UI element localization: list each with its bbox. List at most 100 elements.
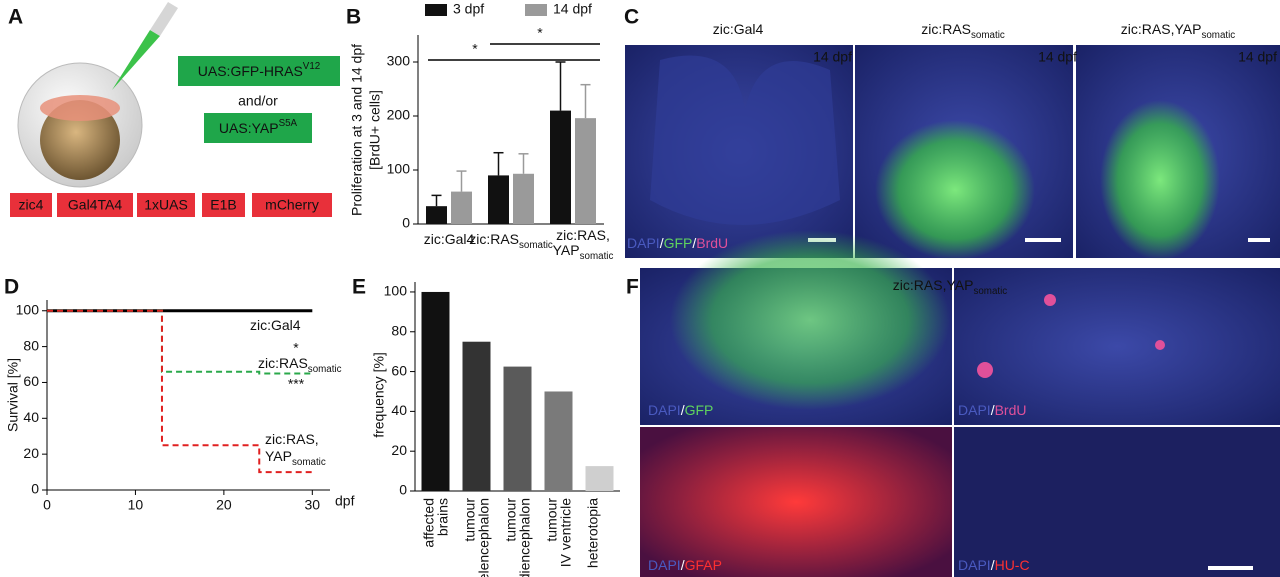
text-part: / xyxy=(991,402,995,418)
y-tick-label: 100 xyxy=(387,161,411,177)
legend-label: 14 dpf xyxy=(553,1,592,17)
image-title: zic:RAS,YAPsomatic xyxy=(893,277,1008,297)
text-part: zic:RAS,YAP xyxy=(893,277,974,293)
x-tick-label: zic:Gal4 xyxy=(424,231,475,247)
text-part: zic:RAS,YAP xyxy=(1121,21,1202,37)
text-part: zic:RAS xyxy=(258,355,308,371)
element-box xyxy=(137,193,195,217)
stain-label: DAPI/GFP xyxy=(648,402,713,418)
bar xyxy=(451,191,472,224)
series-label: zic:RASsomatic xyxy=(258,355,342,375)
x-tick-label: zic:RAS, YAPsomatic xyxy=(553,227,614,262)
stain-label: DAPI/BrdU xyxy=(958,402,1026,418)
construct-label: UAS:YAPS5A xyxy=(219,118,298,136)
x-axis-label: dpf xyxy=(335,493,355,509)
text-part: DAPI xyxy=(958,402,991,418)
panel-label: F xyxy=(626,276,639,299)
y-tick-label: 40 xyxy=(391,402,407,418)
text-part: zic:Gal4 xyxy=(250,317,301,333)
text-part: UAS:GFP-HRAS xyxy=(198,63,303,79)
text-part: S5A xyxy=(279,118,298,129)
text-part: HU-C xyxy=(995,557,1030,573)
image-title: zic:Gal4 xyxy=(713,21,764,37)
y-axis-label: frequency [%] xyxy=(371,352,387,438)
significance-label: * xyxy=(472,41,478,57)
text-part: DAPI xyxy=(958,557,991,573)
stage-label: 14 dpf xyxy=(1238,49,1277,65)
y-tick-label: 80 xyxy=(23,337,39,353)
x-tick-label: 0 xyxy=(43,497,51,513)
text-part: somatic xyxy=(292,457,326,468)
text-part: somatic xyxy=(1201,30,1235,41)
element-label: mCherry xyxy=(265,197,319,213)
stage-label: 14 dpf xyxy=(1038,49,1077,65)
text-part: zic:RAS xyxy=(921,21,971,37)
bar xyxy=(544,391,573,491)
y-tick-label: 20 xyxy=(23,445,39,461)
text-part: GFP xyxy=(664,235,693,251)
text-part: tumour xyxy=(502,498,518,542)
text-part: zic:RAS, xyxy=(556,227,610,243)
y-tick-label: 60 xyxy=(391,362,407,378)
construct-label: and/or xyxy=(238,93,278,109)
legend-swatch xyxy=(425,4,447,16)
stain-label: DAPI/GFAP xyxy=(648,557,722,573)
x-tick-label: tumourIV ventricle xyxy=(543,498,573,568)
text-part: somatic xyxy=(973,286,1007,297)
text-part: BrdU xyxy=(995,402,1027,418)
element-box xyxy=(202,193,245,217)
bar xyxy=(585,466,614,491)
y-tick-label: 100 xyxy=(384,283,408,299)
y-tick-label: 0 xyxy=(31,481,39,497)
text-part: diencephalon xyxy=(516,498,532,577)
text-part: tumour xyxy=(543,498,559,542)
text-part: tumour xyxy=(461,498,477,542)
stain-label: DAPI/GFP/BrdU xyxy=(627,235,728,251)
text-part: / xyxy=(692,235,696,251)
stain-label: DAPI/HU-C xyxy=(958,557,1030,573)
stage-label: 14 dpf xyxy=(813,49,852,65)
image-panel-f xyxy=(640,230,1280,577)
element-box xyxy=(57,193,133,217)
bar xyxy=(550,110,571,224)
text-part: BrdU xyxy=(696,235,728,251)
y-tick-label: 60 xyxy=(23,373,39,389)
bar xyxy=(426,206,447,224)
y-tick-label: 300 xyxy=(387,53,411,69)
y-axis-label: [BrdU+ cells] xyxy=(367,90,383,170)
x-tick-label: affectedbrains xyxy=(420,498,450,548)
text-part: brains xyxy=(434,498,450,536)
image-title: zic:RASsomatic xyxy=(921,21,1005,41)
bar xyxy=(513,173,534,224)
element-box xyxy=(252,193,332,217)
x-tick-label: 10 xyxy=(128,497,144,513)
text-part: GFP xyxy=(685,402,714,418)
y-tick-label: 0 xyxy=(399,482,407,498)
image-title: zic:RAS,YAPsomatic xyxy=(1121,21,1236,41)
text-part: / xyxy=(681,557,685,573)
panel-label: B xyxy=(346,6,361,29)
bar xyxy=(421,291,450,491)
panel-label: A xyxy=(8,6,23,29)
y-tick-label: 200 xyxy=(387,107,411,123)
y-axis-label: Survival [%] xyxy=(5,358,21,432)
x-tick-label: heterotopia xyxy=(584,498,600,568)
y-tick-label: 80 xyxy=(391,322,407,338)
y-axis-label: Proliferation at 3 and 14 dpf xyxy=(349,44,365,216)
series-label: zic:Gal4 xyxy=(250,317,301,333)
significance-label: * xyxy=(537,25,543,41)
text-part: somatic xyxy=(971,30,1005,41)
y-tick-label: 0 xyxy=(402,215,410,231)
bar xyxy=(488,175,509,224)
panel-label: C xyxy=(624,6,639,29)
x-tick-label: tumourtelencephalon xyxy=(461,498,491,577)
element-box xyxy=(10,193,52,217)
text-part: DAPI xyxy=(648,402,681,418)
x-tick-label: 20 xyxy=(216,497,232,513)
text-part: somatic xyxy=(519,240,553,251)
text-part: zic:Gal4 xyxy=(713,21,764,37)
panel-label: E xyxy=(352,276,366,299)
series-label: zic:RAS, YAPsomatic xyxy=(265,431,326,468)
text-part: / xyxy=(991,557,995,573)
